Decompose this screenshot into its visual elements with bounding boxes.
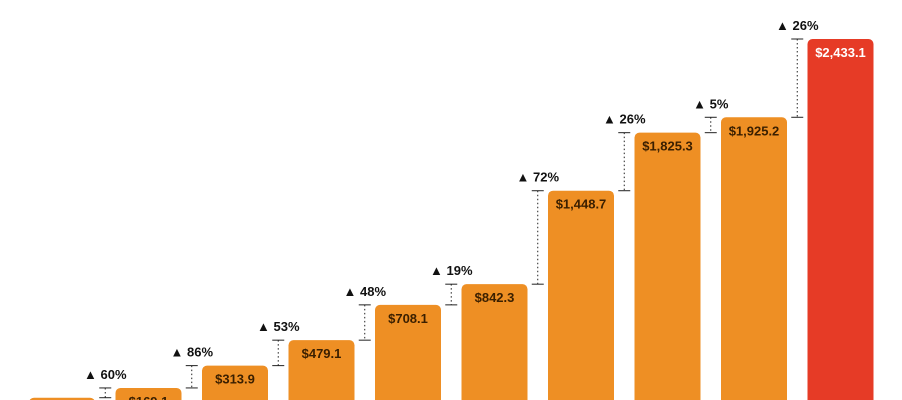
growth-label: ▲ 26%: [776, 18, 819, 33]
bar-8: [634, 132, 701, 400]
bar-2: [115, 387, 182, 400]
growth-bracket: [618, 132, 631, 192]
growth-bracket: [272, 339, 285, 367]
growth-label: ▲ 72%: [517, 170, 560, 185]
growth-label: ▲ 26%: [603, 112, 646, 127]
bar-4: [288, 340, 355, 400]
bar-5: [375, 304, 441, 400]
growth-bracket: [185, 365, 198, 389]
bar-7: [548, 190, 614, 400]
bar-value-label: $708.1: [388, 311, 428, 326]
bar-10: [807, 39, 874, 400]
growth-label: ▲ 48%: [344, 284, 387, 299]
bar-value-label: $2,433.1: [815, 45, 866, 60]
growth-bracket: [99, 387, 112, 399]
bar-6: [461, 284, 528, 400]
bar-value-label: $313.9: [215, 372, 255, 387]
bar-1: [29, 397, 95, 400]
growth-bracket: [704, 116, 717, 134]
bar-value-label: $842.3: [475, 290, 515, 305]
bar-3: [202, 365, 268, 400]
growth-bracket: [791, 38, 804, 118]
growth-label: ▲ 5%: [693, 96, 729, 111]
bar-value-label: $1,825.3: [642, 139, 693, 154]
bar-value-label: $479.1: [302, 346, 342, 361]
bar-value-label: $1,448.7: [556, 197, 607, 212]
bar-value-label: $169.1: [129, 394, 169, 400]
growth-label: ▲ 53%: [257, 319, 300, 334]
growth-bracket: [531, 190, 544, 285]
growth-bracket: [445, 283, 458, 306]
growth-bracket: [358, 304, 371, 341]
growth-label: ▲ 60%: [84, 367, 127, 382]
growth-label: ▲ 86%: [171, 345, 214, 360]
bar-9: [721, 117, 787, 400]
growth-label: ▲ 19%: [430, 263, 473, 278]
bar-value-label: $1,925.2: [729, 123, 780, 138]
